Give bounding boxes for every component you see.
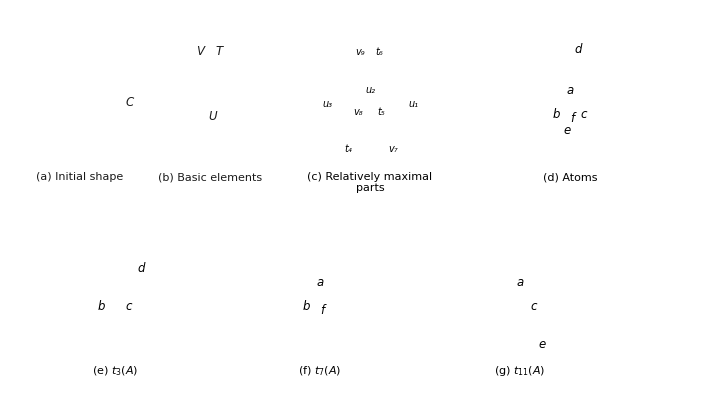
Text: f: f: [320, 303, 324, 316]
Text: u₃: u₃: [322, 99, 332, 109]
Text: V: V: [196, 45, 204, 58]
Text: (f) $t_7(A)$: (f) $t_7(A)$: [298, 364, 341, 377]
Text: (a) Initial shape: (a) Initial shape: [36, 172, 124, 182]
Text: v₉: v₉: [355, 47, 365, 57]
Text: u₂: u₂: [365, 85, 375, 95]
Text: c: c: [580, 109, 587, 122]
Text: b: b: [303, 301, 310, 314]
Text: v₈: v₈: [353, 107, 363, 117]
Text: c: c: [125, 301, 132, 314]
Text: C: C: [126, 97, 134, 110]
Text: d: d: [574, 43, 582, 56]
Text: b: b: [98, 301, 105, 314]
Text: t₄: t₄: [344, 144, 352, 154]
Text: u₁: u₁: [408, 99, 418, 109]
Text: t₆: t₆: [375, 47, 383, 57]
Text: d: d: [137, 262, 144, 275]
Text: a: a: [566, 84, 574, 97]
Text: a: a: [516, 276, 523, 289]
Text: b: b: [553, 109, 560, 122]
Text: e: e: [539, 338, 546, 351]
Text: a: a: [317, 276, 324, 289]
Text: parts: parts: [356, 183, 384, 193]
Text: (g) $t_{11}(A)$: (g) $t_{11}(A)$: [494, 364, 545, 378]
Text: t₅: t₅: [377, 107, 385, 117]
Text: (d) Atoms: (d) Atoms: [543, 172, 597, 182]
Text: c: c: [530, 301, 537, 314]
Text: e: e: [563, 123, 570, 137]
Text: (e) $t_3(A)$: (e) $t_3(A)$: [92, 364, 138, 377]
Text: f: f: [570, 112, 574, 125]
Text: v₇: v₇: [388, 144, 397, 154]
Text: (b) Basic elements: (b) Basic elements: [158, 172, 262, 182]
Text: U: U: [209, 110, 218, 122]
Text: (c) Relatively maximal: (c) Relatively maximal: [307, 172, 432, 182]
Text: T: T: [216, 45, 223, 58]
